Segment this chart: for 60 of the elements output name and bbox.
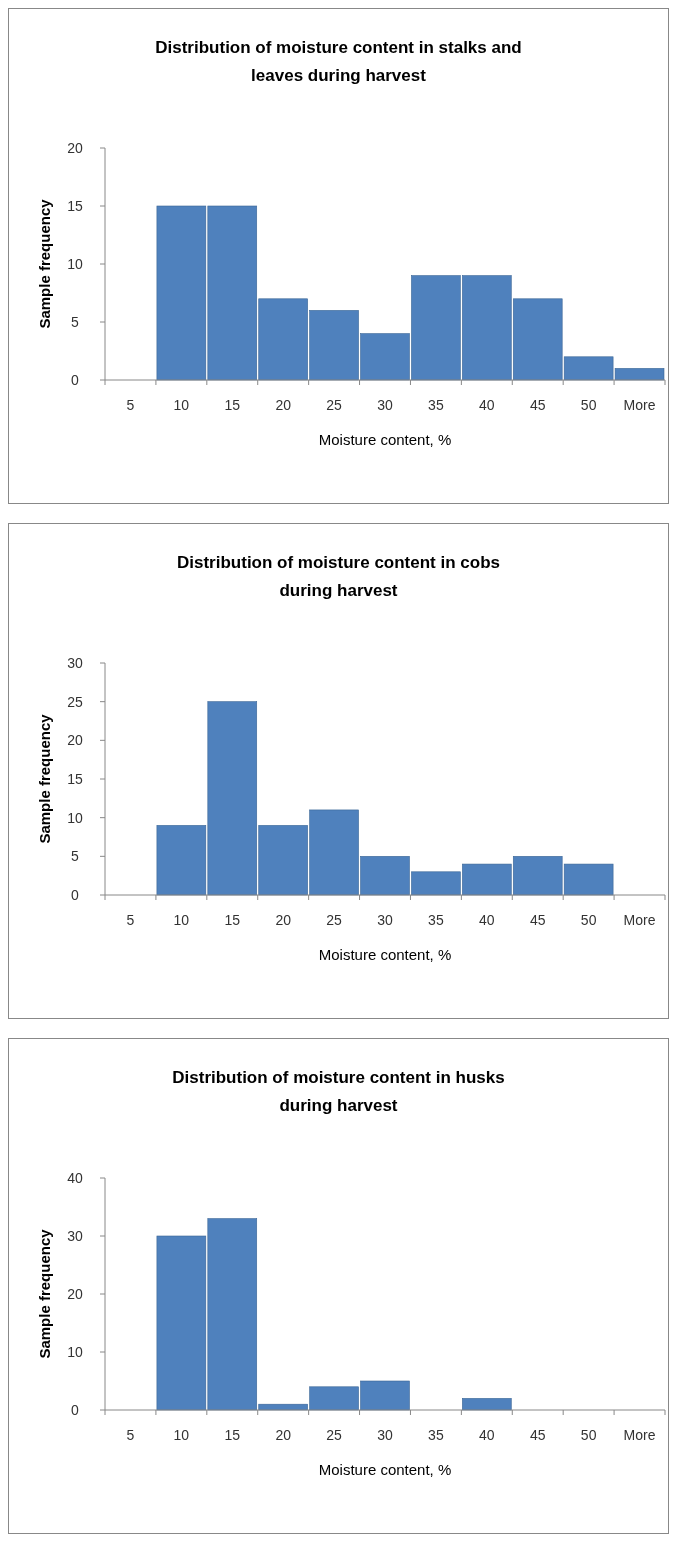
x-tick-label: 40 (479, 912, 495, 928)
chart-title: Distribution of moisture content in cobs during harvest (177, 553, 500, 600)
chart-title: Distribution of moisture content in husks during harvest (172, 1068, 505, 1115)
x-tick-label: 5 (126, 912, 135, 928)
y-axis-title: Sample frequency (36, 198, 53, 329)
x-tick-label: 50 (580, 912, 597, 928)
x-tick-label: 35 (428, 912, 444, 928)
y-tick-label: 15 (67, 197, 83, 214)
x-tick-label: 35 (428, 397, 444, 413)
y-tick-label: 0 (71, 1401, 80, 1418)
x-tick-label: 10 (173, 397, 190, 413)
y-tick-label: 40 (67, 1169, 83, 1186)
y-axis-title: Sample frequency (36, 713, 53, 844)
y-tick-label: 30 (67, 654, 83, 671)
x-tick-label: 30 (377, 912, 393, 928)
x-tick-label: 45 (529, 397, 546, 413)
x-tick-label: 45 (529, 912, 546, 928)
x-axis-title: Moisture content, % (318, 1461, 452, 1478)
x-tick-label: 40 (479, 1427, 495, 1443)
x-tick-label: 25 (326, 1427, 343, 1443)
y-tick-label: 10 (67, 255, 83, 272)
bar (462, 1398, 512, 1411)
y-tick-label: 30 (67, 1227, 83, 1244)
x-tick-label: 20 (275, 397, 292, 413)
y-tick-label: 5 (71, 848, 80, 865)
x-tick-label: More (623, 912, 656, 928)
y-tick-label: 0 (71, 371, 80, 388)
x-tick-label: 40 (479, 397, 495, 413)
x-tick-label: 10 (173, 1427, 190, 1443)
y-tick-label: 20 (67, 732, 83, 749)
y-axis-title: Sample frequency (36, 1228, 53, 1359)
x-tick-label: 30 (377, 397, 393, 413)
x-tick-label: 5 (126, 1427, 135, 1443)
y-tick-label: 5 (71, 313, 80, 330)
x-axis-title: Moisture content, % (318, 946, 452, 963)
x-tick-label: 30 (377, 1427, 393, 1443)
x-tick-label: 20 (275, 912, 292, 928)
x-tick-label: 5 (126, 397, 135, 413)
y-tick-label: 10 (67, 1343, 83, 1360)
x-tick-label: 45 (529, 1427, 546, 1443)
x-tick-label: 15 (224, 397, 241, 413)
x-tick-label: 20 (275, 1427, 292, 1443)
x-tick-label: 25 (326, 397, 343, 413)
x-tick-label: 25 (326, 912, 343, 928)
x-tick-label: 50 (580, 1427, 597, 1443)
x-tick-label: 35 (428, 1427, 444, 1443)
x-tick-label: More (623, 1427, 656, 1443)
y-tick-label: 0 (71, 886, 80, 903)
x-axis-title: Moisture content, % (318, 431, 452, 448)
x-tick-label: 15 (224, 1427, 241, 1443)
x-tick-label: More (623, 397, 656, 413)
x-tick-label: 15 (224, 912, 241, 928)
y-tick-label: 20 (67, 1285, 83, 1302)
x-tick-label: 10 (173, 912, 190, 928)
chart-title: Distribution of moisture content in stalks and leaves during harvest (155, 38, 522, 85)
x-tick-label: 50 (580, 397, 597, 413)
y-tick-label: 15 (67, 770, 83, 787)
y-tick-label: 20 (67, 139, 83, 156)
y-tick-label: 25 (67, 693, 83, 710)
y-tick-label: 10 (67, 809, 83, 826)
